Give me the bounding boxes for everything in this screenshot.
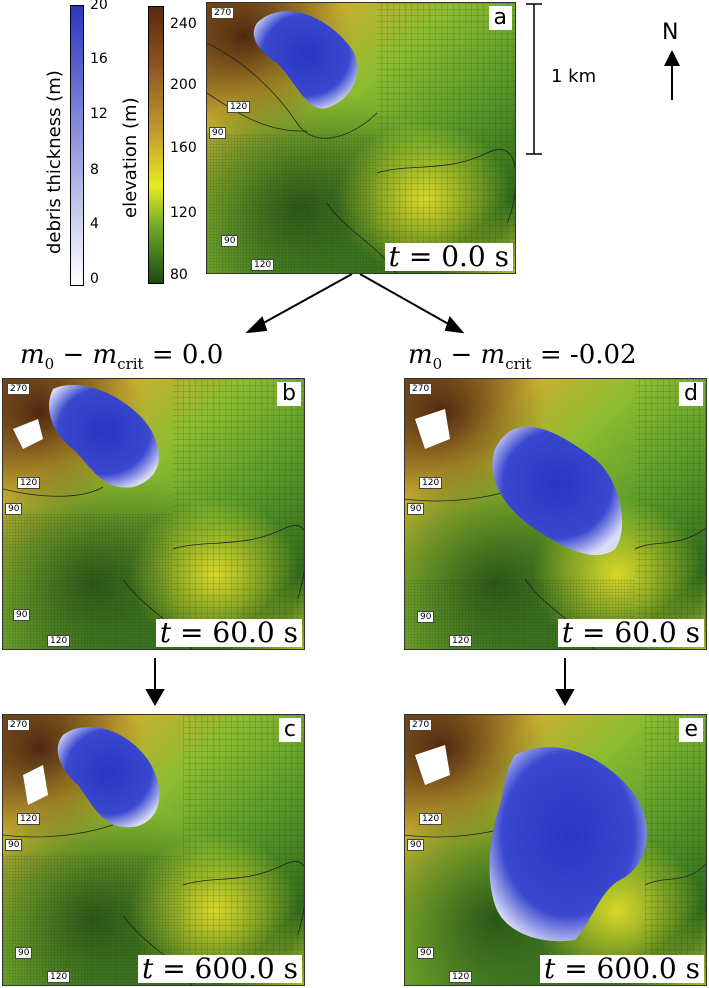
elevation-tick: 160	[170, 140, 197, 156]
time-value: = 60.0 s	[171, 616, 298, 649]
debris-blob	[489, 747, 647, 942]
elevation-tick: 120	[170, 205, 197, 221]
contour-label: 90	[13, 609, 31, 621]
contour-label: 90	[5, 839, 23, 851]
time-value: = 60.0 s	[573, 616, 700, 649]
heading-minus: −	[54, 340, 93, 370]
contour-label: 270	[409, 383, 433, 395]
heading-mc: m	[92, 340, 118, 370]
debris-tick: 20	[90, 0, 108, 13]
north-label: N	[662, 20, 679, 45]
contour-label: 90	[221, 235, 239, 247]
panel-e: 270 120 90 90 120 e t = 600.0 s	[404, 714, 707, 986]
panel-time: t = 60.0 s	[155, 616, 302, 649]
debris-blob	[492, 426, 623, 556]
terrain-map	[207, 3, 515, 273]
contour-label: 90	[407, 839, 425, 851]
panel-letter: c	[278, 718, 301, 742]
time-var: t	[544, 952, 556, 985]
contour-label: 120	[251, 259, 275, 271]
contour-label: 120	[17, 477, 41, 489]
terrain-map	[3, 715, 304, 985]
heading-left: m0 − mcrit = 0.0	[20, 340, 223, 373]
heading-value: = -0.02	[531, 340, 637, 370]
time-var: t	[159, 616, 172, 649]
panel-time: t = 600.0 s	[138, 955, 302, 983]
time-value: = 600.0 s	[153, 952, 298, 985]
debris-tick: 0	[90, 271, 99, 287]
time-value: = 0.0 s	[399, 240, 509, 273]
contour-label: 90	[417, 947, 435, 959]
panel-d: 270 120 90 90 120 d t = 60.0 s	[404, 378, 707, 650]
elevation-tick: 240	[170, 16, 197, 32]
panel-letter: b	[277, 382, 301, 406]
contour-label: 90	[417, 611, 435, 623]
contour-label: 90	[407, 503, 425, 515]
heading-subc: crit	[117, 355, 144, 374]
contour-label: 120	[419, 813, 443, 825]
elevation-colorbar	[148, 6, 164, 284]
terrain-map	[405, 379, 706, 649]
debris-tick: 8	[90, 162, 99, 178]
debris-blob	[253, 11, 358, 109]
panel-letter: e	[679, 718, 703, 742]
contour-label: 90	[15, 947, 33, 959]
contour-label: 120	[449, 971, 473, 983]
contour-label: 90	[209, 127, 227, 139]
heading-right: m0 − mcrit = -0.02	[408, 340, 637, 373]
elevation-tick: 80	[170, 267, 188, 283]
time-var: t	[142, 952, 154, 985]
contour-label: 120	[17, 813, 41, 825]
heading-m0: m	[408, 340, 433, 370]
heading-minus: −	[442, 340, 481, 370]
elevation-tick: 200	[170, 77, 197, 93]
panel-letter: a	[488, 6, 512, 30]
contour-label: 90	[5, 503, 23, 515]
time-var: t	[561, 616, 574, 649]
time-value: = 600.0 s	[555, 952, 700, 985]
panel-b: 270 120 90 90 120 b t = 60.0 s	[2, 378, 305, 650]
terrain-map	[405, 715, 706, 985]
contour-label: 120	[419, 477, 443, 489]
contour-label: 270	[7, 383, 31, 395]
panel-time: t = 60.0 s	[557, 616, 704, 649]
panel-a: 270 120 90 90 120 a t = 0.0 s	[206, 2, 516, 274]
debris-tick: 4	[90, 216, 99, 232]
heading-subc: crit	[505, 355, 532, 374]
debris-tick: 12	[90, 106, 108, 122]
contour-label: 120	[227, 101, 251, 113]
heading-sub0: 0	[432, 355, 443, 374]
north-arrow-icon	[664, 50, 680, 100]
contour-label: 270	[7, 719, 31, 731]
terrain-map	[3, 379, 304, 649]
debris-tick: 16	[90, 51, 108, 67]
contour-label: 270	[409, 719, 433, 731]
heading-value: = 0.0	[143, 340, 224, 370]
contour-label: 270	[211, 7, 235, 19]
panel-letter: d	[679, 382, 703, 406]
debris-blob	[49, 384, 160, 488]
contour-label: 120	[47, 971, 71, 983]
debris-blob	[57, 727, 160, 828]
heading-m0: m	[20, 340, 45, 370]
heading-mc: m	[480, 340, 506, 370]
heading-sub0: 0	[44, 355, 55, 374]
panel-time: t = 0.0 s	[384, 240, 513, 273]
time-var: t	[388, 240, 400, 273]
scale-label: 1 km	[551, 66, 597, 87]
scale-bar	[526, 3, 542, 155]
contour-label: 120	[449, 635, 473, 647]
contour-label: 120	[47, 635, 71, 647]
panel-time: t = 600.0 s	[540, 955, 704, 983]
panel-c: 270 120 90 90 120 c t = 600.0 s	[2, 714, 305, 986]
debris-colorbar	[70, 5, 84, 286]
